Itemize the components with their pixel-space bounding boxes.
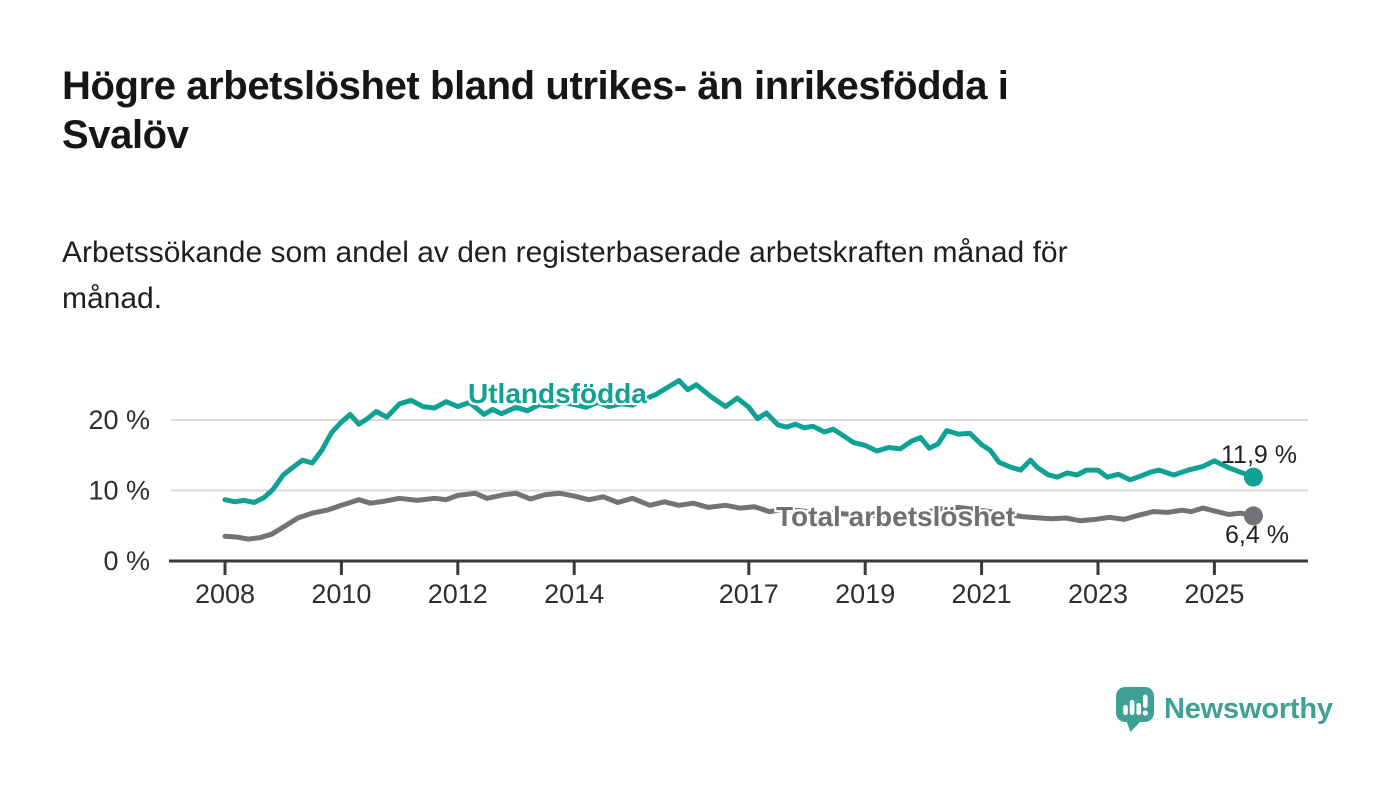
- x-axis-label-2010: 2010: [311, 579, 371, 609]
- x-axis-label-2008: 2008: [195, 579, 255, 609]
- x-axis-label-2019: 2019: [835, 579, 895, 609]
- series-label-total-arbetsloshet: Total arbetslöshet: [776, 501, 1016, 532]
- chart-subtitle: Arbetssökande som andel av den registerb…: [62, 230, 1068, 322]
- chart-subtitle-line1: Arbetssökande som andel av den registerb…: [62, 236, 1068, 269]
- line-total-arbetslöshet: [222, 490, 1256, 542]
- series-label-utlandsfodda: Utlandsfödda: [468, 378, 647, 409]
- y-axis-label-20: 20 %: [88, 405, 150, 435]
- x-axis-label-2012: 2012: [428, 579, 488, 609]
- end-dot-utlandsfödda: [1243, 467, 1263, 487]
- end-dot-total-arbetslöshet: [1243, 506, 1263, 526]
- newsworthy-wordmark: Newsworthy: [1164, 693, 1333, 725]
- end-value-label-utlandsfodda: 11,9 %: [1221, 441, 1297, 469]
- x-axis-label-2017: 2017: [719, 579, 779, 609]
- x-axis-label-2021: 2021: [952, 579, 1012, 609]
- x-axis-label-2014: 2014: [544, 579, 604, 609]
- y-axis-label-0: 0 %: [103, 546, 150, 576]
- newsworthy-bubble-icon: [1116, 687, 1154, 732]
- x-axis-label-2023: 2023: [1068, 579, 1128, 609]
- end-value-label-total: 6,4 %: [1225, 521, 1289, 549]
- page-title-line1: Högre arbetslöshet bland utrikes- än inr…: [62, 64, 1009, 108]
- newsworthy-logo: Newsworthy: [1115, 686, 1333, 733]
- chart-subtitle-line2: månad.: [62, 282, 163, 315]
- page-title: Högre arbetslöshet bland utrikes- än inr…: [62, 62, 1009, 160]
- y-axis-label-10: 10 %: [88, 476, 150, 506]
- x-axis-label-2025: 2025: [1184, 579, 1244, 609]
- page-title-line2: Svalöv: [62, 113, 189, 157]
- line-utlandsfödda: [222, 378, 1256, 505]
